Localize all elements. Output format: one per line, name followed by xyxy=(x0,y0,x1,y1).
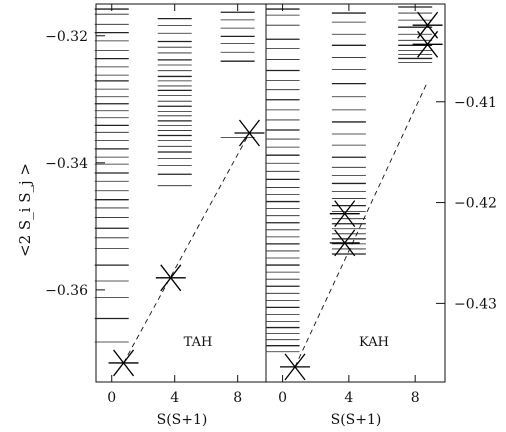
dashed-trend-line xyxy=(123,132,250,364)
ground-state-marker xyxy=(280,353,311,381)
ground-state-marker xyxy=(329,200,360,228)
axes xyxy=(96,4,445,382)
x-tick-label: 0 xyxy=(278,390,287,406)
y-tick-label: −0.32 xyxy=(45,29,88,45)
y-tick-label: −0.42 xyxy=(454,196,497,212)
x-axis-label: S(S+1) xyxy=(157,412,208,428)
panel-label: TAH xyxy=(184,335,213,350)
y-tick-label: −0.34 xyxy=(45,156,88,172)
ground-state-marker xyxy=(234,119,265,147)
x-tick-label: 8 xyxy=(233,390,242,406)
ground-state-marker xyxy=(329,229,360,257)
y-tick-label: −0.36 xyxy=(45,283,88,299)
dashed-fit-lines xyxy=(123,81,429,368)
dashed-trend-line xyxy=(294,81,429,368)
ground-state-marker xyxy=(412,11,443,39)
panel-frames xyxy=(95,3,446,383)
x-tick-label: 4 xyxy=(344,390,353,406)
y-tick-label: −0.41 xyxy=(454,95,497,111)
ground-state-marker xyxy=(108,349,139,377)
panel-frame-1 xyxy=(265,3,446,383)
ground-state-markers xyxy=(108,11,443,381)
y-tick-label: −0.43 xyxy=(454,296,497,312)
panel-label: KAH xyxy=(359,335,389,350)
energy-levels xyxy=(94,6,433,353)
x-axis-label: S(S+1) xyxy=(331,412,382,428)
ground-state-marker xyxy=(412,30,443,58)
y-axis-label: <2 S_i S_j > xyxy=(16,163,34,257)
axis-labels: 0 4 8 −0.32 −0.34 −0.36 TAH S(S+1) 0 4 8 −0.41 −0.42… xyxy=(16,29,497,428)
x-tick-label: 0 xyxy=(107,390,116,406)
ground-state-marker xyxy=(155,264,186,292)
x-tick-label: 4 xyxy=(170,390,179,406)
x-tick-label: 8 xyxy=(411,390,420,406)
